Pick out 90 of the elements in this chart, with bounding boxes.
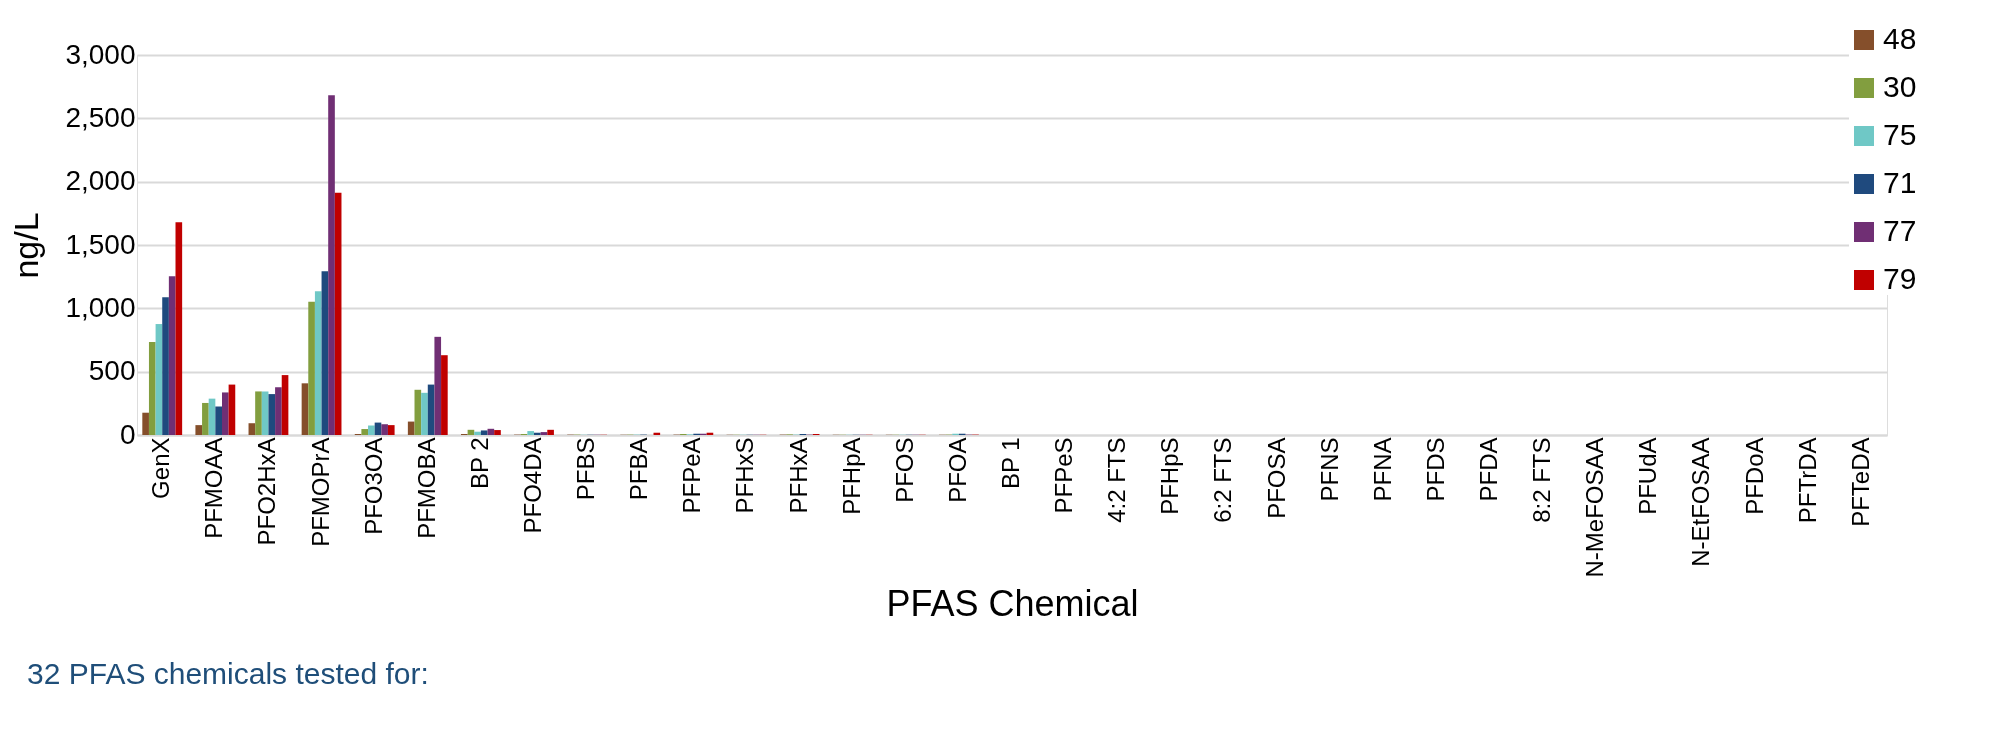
x-tick-label: PFTrDA bbox=[1793, 437, 1821, 524]
x-tick-label: PFNA bbox=[1368, 437, 1396, 502]
bar bbox=[195, 425, 203, 435]
x-tick-label: PFOA bbox=[943, 437, 971, 503]
bar bbox=[301, 383, 309, 435]
bar bbox=[221, 392, 229, 435]
x-tick-label: PFHxS bbox=[731, 437, 759, 514]
x-tick-label: 6:2 FTS bbox=[1209, 437, 1237, 523]
bar bbox=[527, 431, 534, 435]
text: 32 PFAS chemicals tested for: bbox=[27, 657, 429, 690]
x-tick-label: PFOSA bbox=[1262, 437, 1290, 519]
bar bbox=[434, 336, 442, 435]
bar bbox=[534, 432, 541, 435]
x-tick-label: PFO3OA bbox=[359, 437, 387, 535]
bar bbox=[368, 425, 375, 435]
bar bbox=[314, 291, 322, 435]
x-tick-label: PFO4DA bbox=[519, 437, 546, 534]
x-tick-label: PFHxA bbox=[784, 437, 812, 514]
x-tick-label: PFOS bbox=[890, 437, 918, 503]
x-tick-label: BP 2 bbox=[465, 437, 493, 490]
legend-label: 30 bbox=[1883, 70, 1917, 103]
x-tick-label: PFNS bbox=[1315, 437, 1343, 502]
bar bbox=[547, 429, 554, 435]
bar bbox=[328, 95, 335, 435]
bar bbox=[162, 297, 169, 435]
legend-label: 75 bbox=[1883, 118, 1917, 151]
x-tick-label: 8:2 FTS bbox=[1528, 437, 1556, 523]
bar bbox=[421, 392, 428, 435]
legend-label: 71 bbox=[1883, 166, 1917, 199]
bar bbox=[155, 324, 163, 435]
x-tick-label: PFO2HxA bbox=[253, 437, 281, 546]
bar bbox=[480, 430, 488, 435]
legend-label: 79 bbox=[1883, 262, 1917, 295]
x-tick-label: 4:2 FTS bbox=[1103, 437, 1131, 523]
x-tick-label: GenX bbox=[147, 437, 175, 499]
y-axis-title: ng/L bbox=[7, 212, 46, 279]
bar bbox=[215, 406, 222, 435]
bar bbox=[387, 425, 395, 435]
y-tick-label: 1,000 bbox=[65, 291, 136, 323]
bar bbox=[540, 432, 548, 435]
y-tick-label: 2,500 bbox=[65, 101, 136, 133]
x-tick-label: PFMOPrA bbox=[306, 437, 334, 547]
bar bbox=[334, 192, 342, 435]
x-tick-label: PFMOBA bbox=[412, 437, 440, 539]
x-tick-label: PFTeDA bbox=[1846, 437, 1874, 527]
x-tick-label: PFPeS bbox=[1050, 437, 1078, 514]
legend-label: 48 bbox=[1883, 22, 1917, 55]
bar bbox=[361, 429, 369, 435]
bar bbox=[268, 394, 276, 435]
y-tick-label: 3,000 bbox=[65, 38, 136, 70]
bar bbox=[414, 389, 422, 435]
bar bbox=[255, 391, 262, 435]
x-tick-label: PFBA bbox=[625, 437, 653, 501]
bar bbox=[175, 222, 183, 435]
x-tick-label: PFDA bbox=[1475, 437, 1502, 502]
y-tick-label: 2,000 bbox=[65, 165, 136, 197]
bar bbox=[308, 301, 315, 435]
x-tick-label: PFDoA bbox=[1740, 437, 1768, 515]
bar bbox=[281, 375, 289, 435]
bar bbox=[142, 412, 149, 435]
x-tick-label: PFBS bbox=[572, 437, 600, 501]
bar bbox=[381, 424, 388, 435]
bar bbox=[248, 423, 256, 435]
x-tick-label: PFUdA bbox=[1634, 437, 1662, 515]
legend-label: 77 bbox=[1883, 214, 1917, 247]
x-axis-title: PFAS Chemical bbox=[886, 582, 1139, 624]
x-tick-label: PFPeA bbox=[678, 437, 706, 514]
bar bbox=[275, 387, 282, 435]
bar bbox=[261, 391, 269, 435]
x-tick-label: PFHpS bbox=[1156, 437, 1184, 515]
bar bbox=[427, 384, 435, 435]
bar bbox=[208, 398, 216, 435]
bar bbox=[202, 402, 209, 435]
bar bbox=[441, 355, 448, 435]
x-tick-label: N-MeFOSAA bbox=[1581, 437, 1609, 578]
bar bbox=[228, 384, 236, 435]
y-tick-label: 500 bbox=[88, 355, 136, 387]
bar bbox=[321, 271, 329, 435]
y-tick-label: 0 bbox=[119, 418, 136, 450]
x-tick-label: PFMOAA bbox=[200, 437, 228, 539]
bar bbox=[168, 276, 176, 435]
x-tick-label: BP 1 bbox=[997, 437, 1024, 490]
x-tick-label: PFDS bbox=[1421, 437, 1449, 502]
x-tick-label: PFHpA bbox=[837, 437, 865, 515]
bar bbox=[148, 342, 156, 435]
x-tick-label: N-EtFOSAA bbox=[1687, 437, 1715, 567]
bar bbox=[494, 430, 501, 435]
y-tick-label: 1,500 bbox=[65, 228, 136, 260]
bar bbox=[474, 431, 481, 435]
bar bbox=[407, 421, 415, 435]
